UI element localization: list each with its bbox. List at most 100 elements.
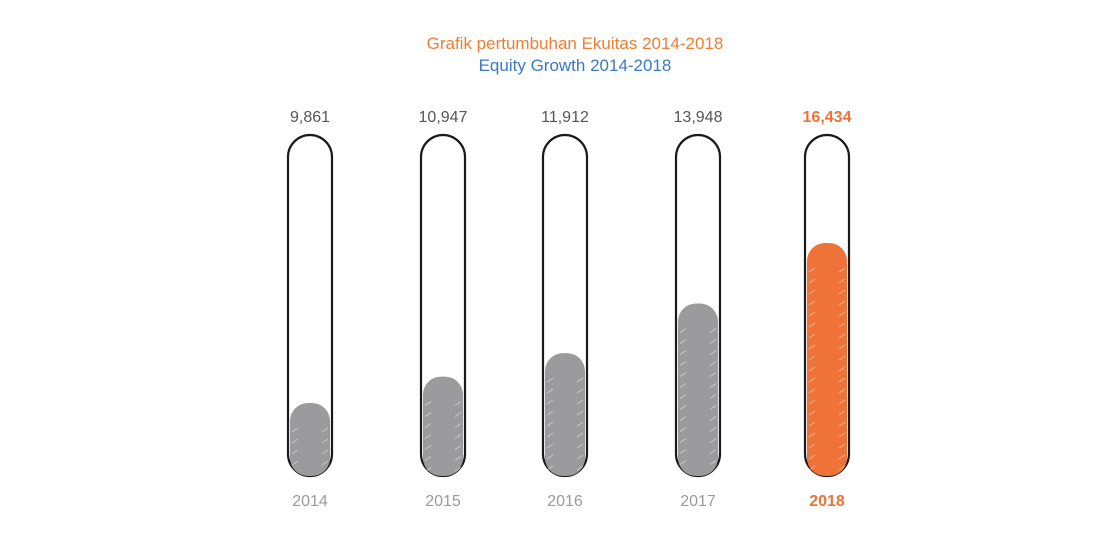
hatch-mark	[291, 460, 299, 466]
chart-title: Grafik pertumbuhan Ekuitas 2014-2018	[426, 34, 724, 53]
hatch-mark	[838, 278, 846, 284]
hatch-mark	[576, 399, 584, 405]
hatch-mark	[808, 267, 816, 273]
year-label: 2018	[809, 493, 845, 510]
hatch-mark	[838, 465, 846, 471]
hatch-mark	[838, 432, 846, 438]
bar-fill-2018	[807, 243, 847, 476]
hatch-mark	[709, 427, 717, 432]
hatch-mark	[679, 405, 687, 410]
hatch-mark	[321, 427, 329, 433]
chart-subtitle: Equity Growth 2014-2018	[478, 56, 672, 75]
hatch-mark	[808, 300, 816, 306]
hatch-mark	[709, 438, 717, 443]
hatch-mark	[709, 383, 717, 388]
hatch-mark	[546, 443, 554, 449]
hatch-mark	[838, 366, 846, 372]
hatch-mark	[838, 311, 846, 317]
hatch-mark	[291, 449, 299, 455]
hatch-mark	[454, 423, 462, 428]
hatch-mark	[679, 372, 687, 377]
value-label: 16,434	[803, 109, 852, 126]
value-label: 9,861	[290, 109, 330, 126]
hatch-mark	[838, 443, 846, 449]
hatch-mark	[321, 460, 329, 466]
hatch-mark	[424, 467, 432, 472]
hatch-mark	[838, 454, 846, 460]
hatch-mark	[424, 434, 432, 439]
hatch-mark	[838, 344, 846, 350]
hatch-mark	[546, 388, 554, 394]
hatch-mark	[679, 328, 687, 333]
hatch-mark	[424, 445, 432, 450]
hatch-mark	[838, 421, 846, 427]
hatch-mark	[808, 410, 816, 416]
hatch-mark	[838, 333, 846, 339]
hatch-mark	[808, 443, 816, 449]
year-label: 2015	[425, 493, 461, 510]
hatch-mark	[709, 416, 717, 421]
hatch-mark	[679, 350, 687, 355]
hatch-mark	[808, 355, 816, 361]
hatch-mark	[709, 328, 717, 333]
hatch-mark	[576, 410, 584, 416]
hatch-mark	[576, 465, 584, 471]
hatch-mark	[454, 456, 462, 461]
hatch-mark	[424, 456, 432, 461]
hatch-mark	[291, 438, 299, 444]
hatch-mark	[808, 366, 816, 372]
hatch-mark	[838, 322, 846, 328]
hatch-mark	[709, 361, 717, 366]
hatch-mark	[679, 394, 687, 399]
hatch-mark	[576, 432, 584, 438]
hatch-mark	[454, 412, 462, 417]
hatch-mark	[709, 460, 717, 465]
hatch-mark	[546, 399, 554, 405]
hatch-mark	[546, 421, 554, 427]
hatch-mark	[808, 322, 816, 328]
value-label: 13,948	[674, 109, 723, 126]
hatch-mark	[454, 434, 462, 439]
hatch-mark	[576, 421, 584, 427]
hatch-mark	[838, 267, 846, 273]
hatch-mark	[679, 383, 687, 388]
hatch-mark	[321, 449, 329, 455]
hatch-mark	[546, 454, 554, 460]
hatch-mark	[838, 388, 846, 394]
hatch-mark	[454, 467, 462, 472]
hatch-mark	[546, 377, 554, 383]
hatch-mark	[838, 377, 846, 383]
bar-fill-2016	[545, 353, 585, 476]
hatch-mark	[546, 410, 554, 416]
hatch-mark	[808, 454, 816, 460]
hatch-mark	[679, 416, 687, 421]
hatch-mark	[291, 427, 299, 433]
hatch-mark	[546, 465, 554, 471]
hatch-mark	[808, 333, 816, 339]
hatch-mark	[679, 427, 687, 432]
hatch-mark	[808, 289, 816, 295]
hatch-mark	[838, 355, 846, 361]
hatch-mark	[454, 401, 462, 406]
hatch-mark	[838, 300, 846, 306]
year-label: 2014	[292, 493, 328, 510]
hatch-mark	[424, 412, 432, 417]
hatch-mark	[838, 410, 846, 416]
hatch-mark	[838, 289, 846, 295]
hatch-mark	[709, 405, 717, 410]
hatch-mark	[709, 350, 717, 355]
hatch-mark	[424, 401, 432, 406]
hatch-mark	[679, 449, 687, 454]
hatch-mark	[424, 423, 432, 428]
year-label: 2016	[547, 493, 583, 510]
hatch-mark	[576, 388, 584, 394]
hatch-mark	[838, 399, 846, 405]
hatch-mark	[679, 438, 687, 443]
hatch-mark	[576, 454, 584, 460]
hatch-mark	[576, 377, 584, 383]
hatch-mark	[709, 339, 717, 344]
hatch-mark	[709, 449, 717, 454]
hatch-mark	[808, 465, 816, 471]
hatch-mark	[808, 388, 816, 394]
